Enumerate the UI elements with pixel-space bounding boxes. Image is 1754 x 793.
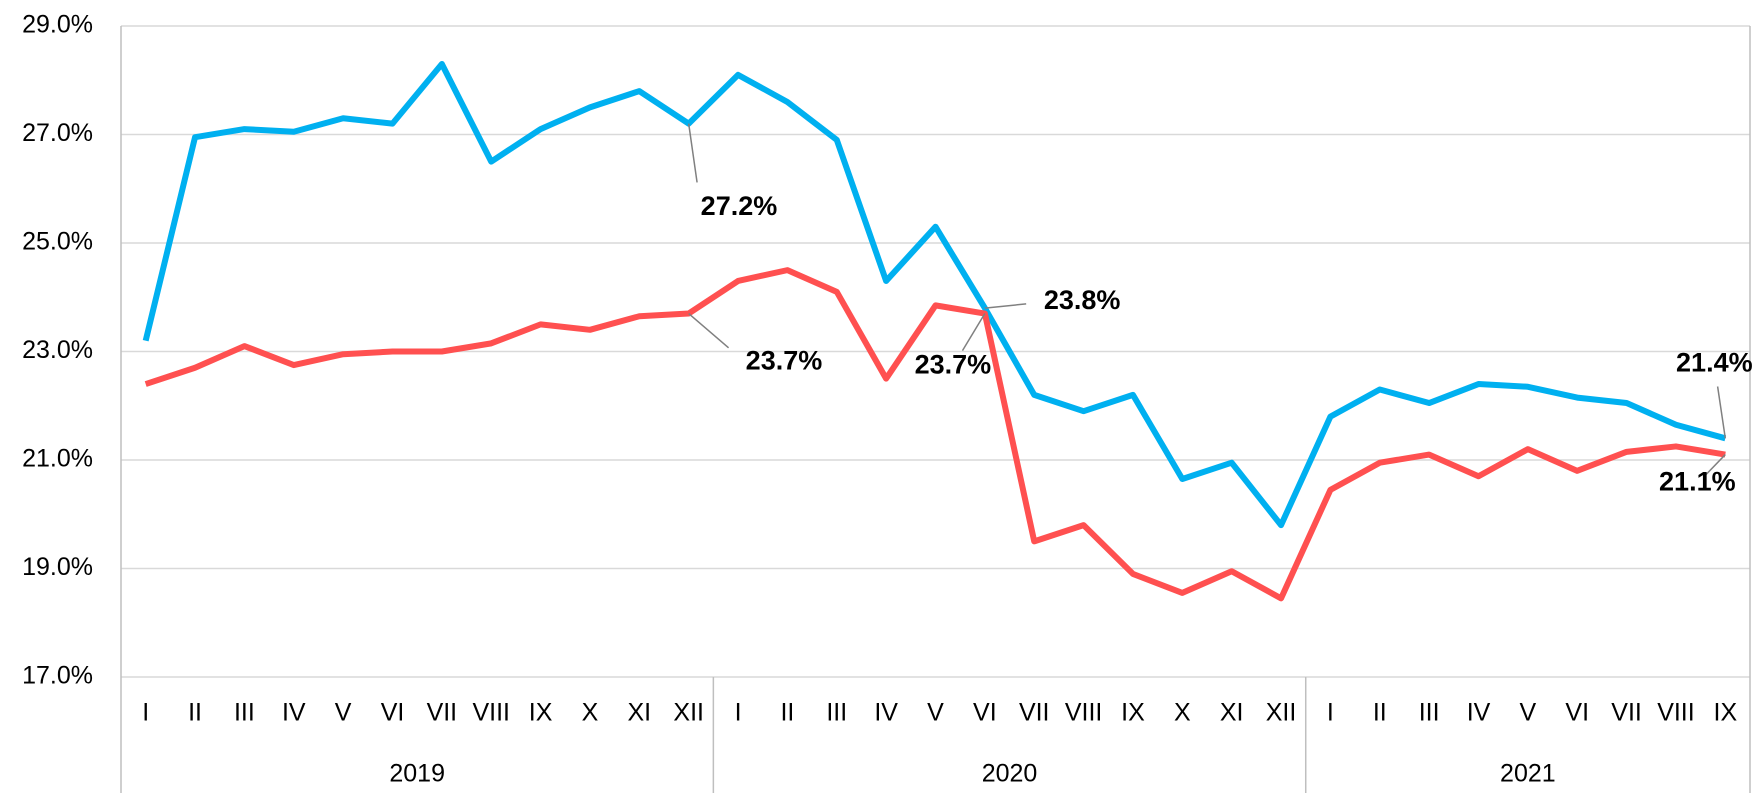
- y-tick-label: 23.0%: [22, 336, 93, 364]
- x-tick-label: III: [826, 699, 847, 727]
- x-tick-label: IV: [1467, 699, 1491, 727]
- x-tick-label: II: [780, 699, 794, 727]
- x-tick-label: XII: [673, 699, 704, 727]
- y-tick-label: 21.0%: [22, 445, 93, 473]
- x-tick-label: I: [735, 699, 742, 727]
- x-tick-label: VI: [381, 699, 405, 727]
- leader-line: [687, 123, 698, 183]
- x-tick-label: V: [927, 699, 944, 727]
- data-line: [142, 60, 1727, 529]
- x-group-label: 2020: [982, 760, 1038, 788]
- x-tick-label: IX: [1714, 699, 1738, 727]
- x-tick-label: XI: [1220, 699, 1244, 727]
- leader-line: [961, 313, 986, 352]
- x-tick-label: XI: [628, 699, 652, 727]
- value-label: 21.1%: [1659, 467, 1736, 497]
- x-tick-label: X: [1174, 699, 1191, 727]
- x-tick-label: II: [188, 699, 202, 727]
- x-tick-label: IX: [1121, 699, 1145, 727]
- y-tick-label: 25.0%: [22, 228, 93, 256]
- x-tick-label: IX: [529, 699, 553, 727]
- y-tick-label: 17.0%: [22, 662, 93, 690]
- data-line: [144, 267, 1726, 602]
- y-tick-label: 19.0%: [22, 553, 93, 581]
- y-tick-label: 27.0%: [22, 119, 93, 147]
- x-tick-label: VII: [427, 699, 458, 727]
- x-tick-label: X: [582, 699, 599, 727]
- leader-line: [688, 312, 730, 349]
- x-tick-label: I: [142, 699, 149, 727]
- x-tick-label: VII: [1019, 699, 1050, 727]
- x-tick-label: VI: [973, 699, 997, 727]
- y-tick-label: 29.0%: [22, 11, 93, 39]
- x-group-label: 2019: [389, 760, 445, 788]
- x-tick-label: V: [335, 699, 352, 727]
- x-tick-label: VII: [1611, 699, 1642, 727]
- x-tick-label: VIII: [472, 699, 510, 727]
- leader-line: [984, 303, 1027, 309]
- x-tick-label: V: [1520, 699, 1537, 727]
- x-tick-label: XII: [1266, 699, 1297, 727]
- x-tick-label: IV: [282, 699, 306, 727]
- x-tick-label: VIII: [1657, 699, 1695, 727]
- x-tick-label: VIII: [1065, 699, 1103, 727]
- leader-line: [1705, 454, 1726, 476]
- x-tick-label: IV: [874, 699, 898, 727]
- x-tick-label: VI: [1565, 699, 1589, 727]
- value-label: 23.8%: [1044, 285, 1121, 315]
- value-label: 23.7%: [746, 346, 823, 376]
- x-tick-label: I: [1327, 699, 1334, 727]
- x-tick-label: III: [234, 699, 255, 727]
- leader-line: [1716, 386, 1727, 439]
- x-tick-label: III: [1419, 699, 1440, 727]
- value-label: 27.2%: [701, 191, 778, 221]
- x-tick-label: II: [1373, 699, 1387, 727]
- value-label: 21.4%: [1676, 347, 1753, 377]
- x-group-label: 2021: [1500, 760, 1556, 788]
- value-label: 23.7%: [915, 350, 992, 380]
